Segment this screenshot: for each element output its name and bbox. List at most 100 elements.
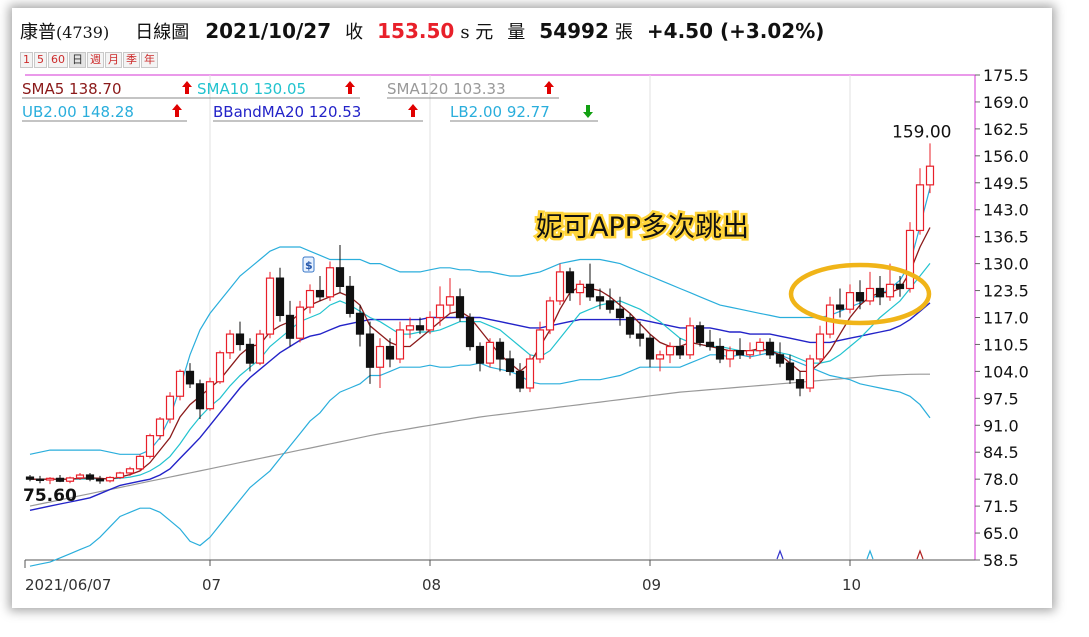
candle-body (185, 370, 195, 385)
candle-body (295, 306, 305, 339)
candle-body (775, 354, 785, 364)
candle-body (645, 337, 655, 360)
candle-body (905, 229, 915, 290)
candle-body (505, 358, 515, 372)
y-tick-label: 71.5 (983, 497, 1019, 516)
event-marker-icon (916, 549, 924, 560)
candle-body (605, 300, 615, 310)
low-price-label: 75.60 (23, 486, 77, 506)
close-label: 收 (345, 22, 364, 43)
candle-body (395, 329, 405, 360)
candle-body (175, 370, 185, 397)
candle-body (795, 379, 805, 389)
candle-body (715, 345, 725, 360)
tab-60min[interactable]: 60 (48, 52, 68, 68)
x-tick-label: 2021/06/07 (25, 576, 111, 594)
candle-body (785, 362, 795, 381)
y-tick-label: 156.0 (983, 147, 1029, 166)
volume-value: 54992 (539, 19, 609, 43)
y-tick-label: 143.0 (983, 201, 1029, 220)
candle-body (665, 345, 675, 356)
candle-body (345, 285, 355, 314)
stock-code: (4739) (56, 23, 110, 42)
candle-body (735, 350, 745, 356)
event-marker-icon (866, 549, 874, 560)
price-change: +4.50 (+3.02%) (646, 19, 825, 43)
y-tick-label: 130.0 (983, 255, 1029, 274)
x-tick-label: 07 (202, 576, 221, 594)
legend-label: LB2.00 92.77 (450, 103, 550, 121)
bband-middle-line (29, 302, 931, 511)
candle-body (875, 287, 885, 298)
candle-body (465, 316, 475, 348)
candle-body (535, 329, 545, 360)
candle-body (55, 477, 65, 482)
legend-item: LB2.00 92.77 (450, 103, 598, 122)
legend-label: UB2.00 148.28 (22, 103, 134, 121)
candle-body (145, 435, 155, 457)
candle-body (525, 358, 535, 389)
candle-body (205, 381, 215, 410)
candle-body (635, 333, 645, 339)
legend-item: SMA5 138.70 (22, 80, 197, 99)
y-tick-label: 136.5 (983, 228, 1029, 247)
close-price: 153.50 (377, 19, 455, 43)
candle-body (915, 184, 925, 232)
candle-body (305, 289, 315, 308)
candle-body (555, 271, 565, 302)
candle-body (75, 474, 85, 479)
candle-body (925, 165, 935, 186)
y-tick-label: 104.0 (983, 362, 1029, 381)
candle-body (765, 341, 775, 356)
candle-body (565, 271, 575, 294)
dividend-symbol: $ (305, 259, 313, 272)
candle-body (245, 343, 255, 364)
y-tick-label: 84.5 (983, 443, 1019, 462)
candle-body (475, 345, 485, 364)
candle-body (445, 296, 455, 306)
high-price-label: 159.00 (892, 122, 951, 142)
tab-1min[interactable]: 1 (20, 52, 33, 68)
y-tick-label: 97.5 (983, 389, 1019, 408)
legend-label: SMA120 103.33 (387, 80, 506, 98)
candle-body (415, 325, 425, 331)
candle-body (835, 304, 845, 310)
candle-body (195, 383, 205, 410)
candle-body (805, 358, 815, 389)
candle-body (285, 314, 295, 339)
candle-body (515, 370, 525, 389)
legend-label: BBandMA20 120.53 (213, 103, 361, 121)
arrow-up-icon (172, 104, 182, 117)
candle-body (125, 468, 135, 474)
candle-body (325, 267, 335, 298)
x-tick-label: 09 (642, 576, 661, 594)
candle-body (65, 477, 75, 482)
event-marker-icon (776, 549, 784, 560)
arrow-up-icon (544, 81, 554, 94)
dividend-icon (302, 256, 315, 273)
candle-body (745, 350, 755, 356)
candle-body (25, 476, 35, 480)
candle-body (595, 296, 605, 302)
candle-body (625, 316, 635, 335)
tab-yearly[interactable]: 年 (141, 52, 158, 68)
tab-5min[interactable]: 5 (34, 52, 47, 68)
y-tick-label: 110.5 (983, 335, 1029, 354)
candle-body (385, 345, 395, 360)
y-tick-label: 149.5 (983, 174, 1029, 193)
annotation-text: 妮可APP多次跳出 (536, 212, 749, 243)
y-tick-label: 123.5 (983, 282, 1029, 301)
period-tabs: 1 5 60 日 週 月 季 年 (20, 52, 158, 68)
candle-body (485, 341, 495, 364)
candle-body (675, 345, 685, 356)
candle-body (895, 283, 905, 290)
tab-quarterly[interactable]: 季 (123, 52, 140, 68)
tab-daily[interactable]: 日 (69, 52, 86, 68)
tab-weekly[interactable]: 週 (87, 52, 104, 68)
y-tick-label: 65.0 (983, 524, 1019, 543)
volume-label: 量 (507, 22, 526, 43)
y-tick-label: 169.0 (983, 93, 1029, 112)
tab-monthly[interactable]: 月 (105, 52, 122, 68)
candle-body (115, 472, 125, 479)
candle-body (225, 333, 235, 354)
